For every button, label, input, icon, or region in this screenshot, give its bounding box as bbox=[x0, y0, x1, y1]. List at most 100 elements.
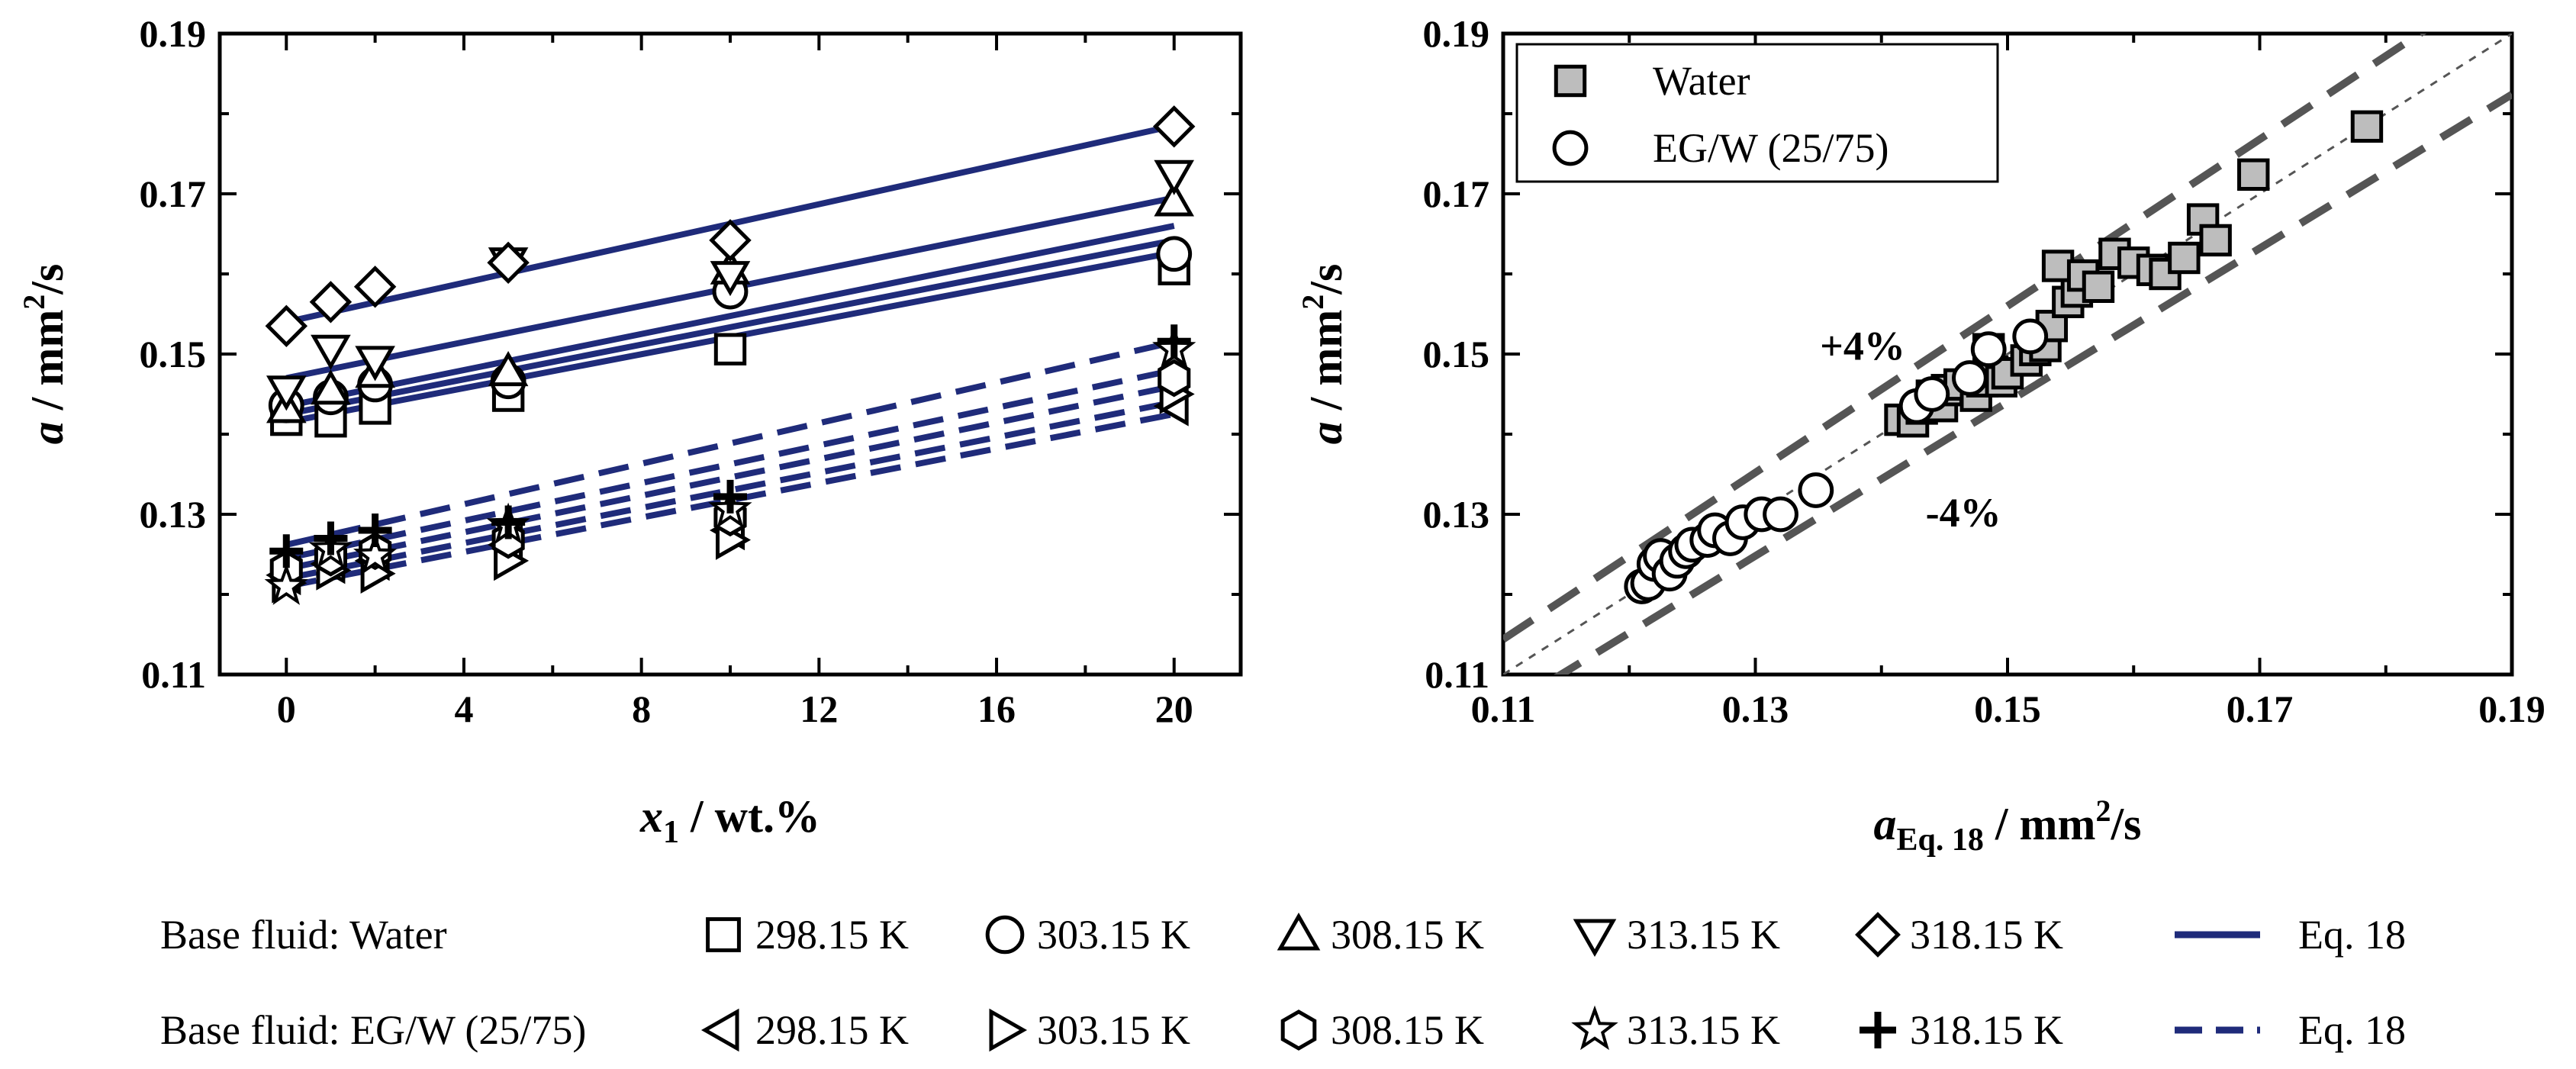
x-tick-label: 16 bbox=[977, 687, 1016, 730]
x-tick-label: 0 bbox=[277, 687, 296, 730]
data-point bbox=[1158, 359, 1191, 398]
legend-marker bbox=[1860, 1012, 1896, 1048]
y-tick-label: 0.11 bbox=[1425, 653, 1489, 696]
data-point bbox=[2350, 110, 2384, 143]
legend-item-label: 318.15 K bbox=[1910, 1007, 2063, 1053]
legend-line-label: Eq. 18 bbox=[2298, 912, 2406, 958]
data-point bbox=[358, 514, 392, 547]
fit-line bbox=[285, 339, 1175, 548]
data-point bbox=[487, 241, 530, 285]
data-point bbox=[1157, 324, 1191, 359]
data-point bbox=[491, 505, 526, 539]
bottom-legend: Base fluid: Water 298.15 K 303.15 K 308.15 … bbox=[160, 912, 2406, 1053]
legend-item-label: 313.15 K bbox=[1627, 1007, 1780, 1053]
x-tick-label: 20 bbox=[1155, 687, 1193, 730]
data-point bbox=[311, 334, 351, 370]
data-point bbox=[1152, 105, 1196, 148]
right-chart: 0.11 0.13 0.15 0.17 0.19 0.11 0.13 0.15 0.17 0.19… bbox=[1296, 12, 2545, 858]
fit-line bbox=[285, 411, 1175, 590]
legend-marker bbox=[985, 915, 1025, 955]
data-point bbox=[713, 333, 747, 365]
data-point bbox=[311, 369, 351, 405]
fit-line bbox=[285, 237, 1175, 417]
y-tick-label: 0.11 bbox=[141, 653, 206, 696]
band-annotation: +4% bbox=[1820, 323, 1905, 369]
data-point bbox=[2012, 318, 2049, 355]
x-tick-label: 0.17 bbox=[2227, 687, 2294, 730]
legend-item-label: 318.15 K bbox=[1910, 912, 2063, 958]
data-point bbox=[2237, 158, 2270, 192]
x-tick-label: 0.11 bbox=[1471, 687, 1536, 730]
series-diamond bbox=[265, 105, 1196, 348]
x-tick-label: 12 bbox=[800, 687, 838, 730]
legend-marker bbox=[700, 1008, 739, 1052]
data-point bbox=[309, 281, 353, 324]
data-point bbox=[1156, 236, 1193, 272]
legend-label: EG/W (25/75) bbox=[1653, 125, 1889, 171]
data-point bbox=[2082, 270, 2115, 304]
fit-line bbox=[285, 367, 1175, 562]
legend-line-label: Eq. 18 bbox=[2298, 1007, 2406, 1053]
data-point bbox=[264, 563, 308, 605]
legend-marker bbox=[1280, 1009, 1317, 1051]
y-tick-label: 0.15 bbox=[140, 333, 207, 375]
data-point bbox=[488, 351, 529, 387]
legend-item-label: 303.15 K bbox=[1037, 912, 1190, 958]
y-axis-title: a / mm2/s bbox=[17, 264, 72, 445]
data-point bbox=[1952, 360, 1988, 396]
legend-marker bbox=[1573, 919, 1617, 958]
legend-marker bbox=[1552, 130, 1589, 166]
y-tick-label: 0.17 bbox=[1423, 172, 1490, 215]
legend-item-label: 298.15 K bbox=[755, 1007, 909, 1053]
legend-marker bbox=[1277, 912, 1321, 951]
data-point bbox=[713, 479, 747, 514]
data-point bbox=[1970, 331, 2007, 368]
data-point bbox=[314, 521, 348, 555]
x-tick-label: 0.19 bbox=[2478, 687, 2545, 730]
data-point bbox=[709, 219, 752, 262]
data-point bbox=[1914, 376, 1950, 412]
data-point bbox=[269, 534, 304, 568]
y-tick-label: 0.19 bbox=[140, 12, 207, 55]
fit-line bbox=[285, 399, 1175, 581]
chart-legend: Water EG/W (25/75) bbox=[1515, 43, 1999, 183]
legend-marker bbox=[1571, 1005, 1618, 1051]
data-point bbox=[266, 375, 307, 411]
y-tick-label: 0.13 bbox=[140, 493, 207, 536]
fit-line bbox=[285, 223, 1175, 410]
data-point bbox=[353, 533, 398, 575]
data-point bbox=[2199, 224, 2232, 257]
legend-item-label: 303.15 K bbox=[1037, 1007, 1190, 1053]
y-tick-label: 0.13 bbox=[1423, 493, 1490, 536]
y-tick-label: 0.15 bbox=[1423, 333, 1490, 375]
legend-marker bbox=[989, 1008, 1028, 1052]
x-axis-title: x1 / wt.% bbox=[639, 791, 820, 850]
data-point bbox=[710, 261, 751, 297]
legend-row-label: Base fluid: EG/W (25/75) bbox=[160, 1007, 586, 1053]
legend-item-label: 308.15 K bbox=[1331, 912, 1484, 958]
data-point bbox=[1763, 496, 1798, 533]
data-point bbox=[265, 304, 308, 348]
legend-item-label: 308.15 K bbox=[1331, 1007, 1484, 1053]
legend-row-label: Base fluid: Water bbox=[160, 912, 447, 958]
legend-label: Water bbox=[1653, 58, 1750, 104]
x-tick-label: 4 bbox=[454, 687, 473, 730]
lower-band-line bbox=[1554, 91, 2512, 675]
upper-band-line bbox=[1503, 34, 2427, 642]
x-tick-label: 8 bbox=[632, 687, 651, 730]
y-tick-label: 0.19 bbox=[1423, 12, 1490, 55]
legend-marker bbox=[706, 917, 741, 952]
x-tick-label: 0.13 bbox=[1722, 687, 1789, 730]
data-point bbox=[1154, 159, 1195, 195]
data-point bbox=[1154, 181, 1195, 217]
x-axis-title: aEq. 18 / mm2/s bbox=[1873, 794, 2141, 858]
data-point bbox=[2168, 241, 2201, 275]
x-tick-label: 0.15 bbox=[1974, 687, 2041, 730]
data-point bbox=[355, 346, 395, 382]
data-point bbox=[353, 266, 397, 308]
band-annotation: -4% bbox=[1926, 490, 2001, 536]
left-chart: 0 4 8 12 16 20 0.11 0.13 0.15 0.17 0.19 x1 / wt.% a … bbox=[17, 12, 1243, 850]
series-circle-white bbox=[1624, 318, 2049, 604]
legend-item-label: 313.15 K bbox=[1627, 912, 1780, 958]
